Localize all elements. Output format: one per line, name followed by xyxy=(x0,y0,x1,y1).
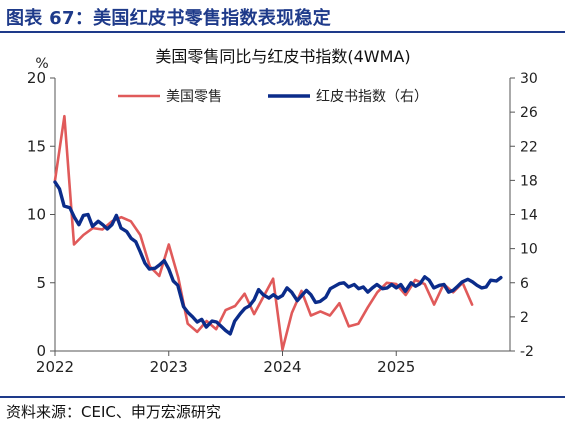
left-y-tick-label: 0 xyxy=(36,342,46,360)
series-line-redbook-index xyxy=(53,180,503,336)
x-tick-label: 2024 xyxy=(263,358,301,376)
right-y-tick-label: 14 xyxy=(520,208,538,224)
legend-item-us-retail: 美国零售 xyxy=(118,89,222,105)
right-y-tick-label: 2 xyxy=(520,310,529,326)
footer-divider xyxy=(0,396,565,398)
right-y-tick-label: -2 xyxy=(520,344,534,360)
right-y-tick-label: 10 xyxy=(520,242,538,258)
x-tick-label: 2022 xyxy=(36,358,74,376)
figure-title: 图表 67：美国红皮书零售指数表现稳定 xyxy=(6,8,332,29)
legend-label: 红皮书指数（右） xyxy=(316,89,428,105)
x-tick-label: 2023 xyxy=(150,358,188,376)
line-chart: 美国零售同比与红皮书指数(4WMA) % 美国零售 红皮书指数（右） 0 5 10 15… xyxy=(27,47,538,376)
series-line-us-retail xyxy=(53,114,474,351)
header-divider xyxy=(0,31,565,33)
chart-title: 美国零售同比与红皮书指数(4WMA) xyxy=(155,47,410,66)
right-y-tick-label: 6 xyxy=(520,276,529,292)
right-y-tick-label: 30 xyxy=(520,71,538,87)
left-y-tick-label: 5 xyxy=(36,274,46,292)
source-note: 资料来源：CEIC、申万宏源研究 xyxy=(6,403,221,421)
right-y-tick-label: 26 xyxy=(520,105,538,121)
left-y-tick-label: 10 xyxy=(27,206,46,224)
right-y-tick-label: 22 xyxy=(520,139,538,155)
legend-item-redbook-index: 红皮书指数（右） xyxy=(268,89,428,105)
right-y-tick-label: 18 xyxy=(520,173,538,189)
x-tick-label: 2025 xyxy=(377,358,415,376)
left-y-tick-label: 20 xyxy=(27,69,46,87)
chart-legend: 美国零售 红皮书指数（右） xyxy=(118,89,428,105)
chart-series xyxy=(53,114,503,351)
left-axis-unit-label: % xyxy=(35,56,48,72)
report-header: 图表 67：美国红皮书零售指数表现稳定 xyxy=(0,0,565,34)
legend-label: 美国零售 xyxy=(166,89,222,105)
left-y-tick-label: 15 xyxy=(27,137,46,155)
